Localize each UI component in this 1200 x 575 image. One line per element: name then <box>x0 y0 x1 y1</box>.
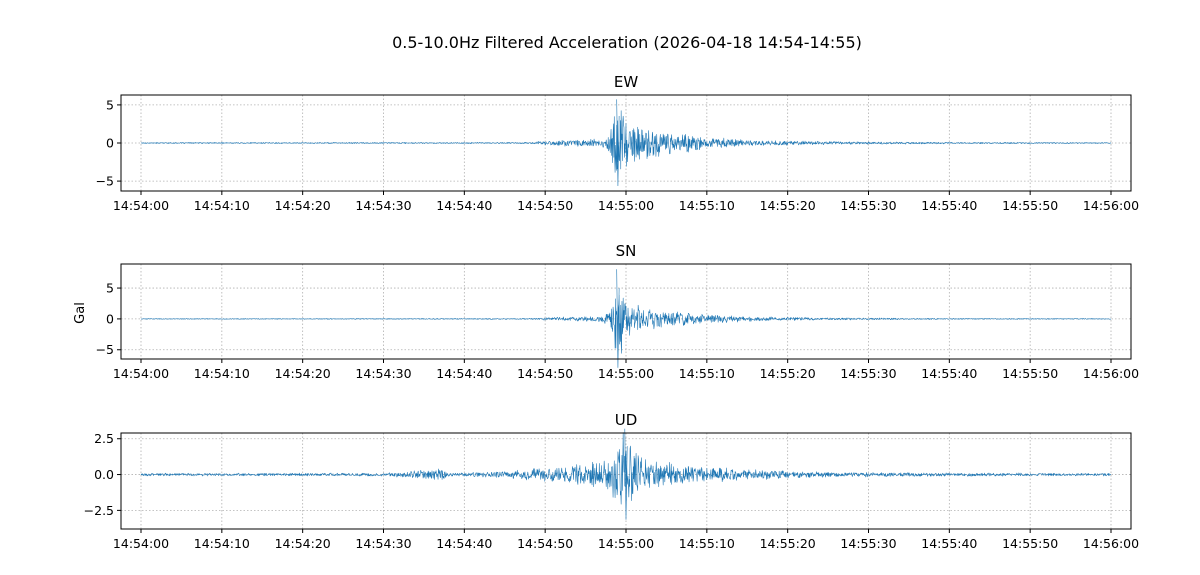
x-tick-label: 14:55:00 <box>598 198 654 213</box>
panel-title: UD <box>615 411 638 429</box>
y-tick-label: 0 <box>106 311 114 326</box>
x-tick-label: 14:54:40 <box>436 198 492 213</box>
x-tick-label: 14:55:40 <box>921 366 977 381</box>
x-tick-label: 14:54:00 <box>113 198 169 213</box>
y-tick-label: 0.0 <box>94 467 114 482</box>
x-tick-label: 14:55:30 <box>840 366 896 381</box>
x-tick-label: 14:55:50 <box>1002 198 1058 213</box>
y-tick-label: −2.5 <box>84 503 114 518</box>
y-tick-label: −5 <box>96 174 114 189</box>
x-tick-label: 14:54:20 <box>275 198 331 213</box>
x-tick-label: 14:56:00 <box>1083 198 1139 213</box>
panel-sn: SN 14:54:00 14:54:10 14:54:20 14:54:30 14:54:… <box>96 242 1140 381</box>
x-tick-label: 14:55:00 <box>598 366 654 381</box>
x-tick-label: 14:55:30 <box>840 198 896 213</box>
x-tick-label: 14:55:40 <box>921 536 977 551</box>
x-tick-label: 14:55:50 <box>1002 366 1058 381</box>
x-tick-label: 14:55:20 <box>760 536 816 551</box>
x-tick-label: 14:56:00 <box>1083 366 1139 381</box>
panel-ew: EW 14:54:00 14:54:10 14:54:20 14:54:30 14:54:… <box>96 73 1140 213</box>
x-tick-label: 14:54:50 <box>517 536 573 551</box>
x-tick-label: 14:55:10 <box>679 536 735 551</box>
x-tick-label: 14:54:30 <box>355 366 411 381</box>
x-tick-label: 14:55:20 <box>760 366 816 381</box>
figure-title: 0.5-10.0Hz Filtered Acceleration (2026-0… <box>392 33 862 52</box>
x-tick-label: 14:55:50 <box>1002 536 1058 551</box>
waveform-series <box>140 99 1112 186</box>
x-tick-label: 14:54:10 <box>194 536 250 551</box>
x-tick-label: 14:54:10 <box>194 198 250 213</box>
x-tick-label: 14:54:40 <box>436 536 492 551</box>
panel-ud: UD 14:54:00 14:54:10 14:54:20 14:54:30 14:54:… <box>84 411 1139 551</box>
x-tick-label: 14:55:40 <box>921 198 977 213</box>
x-tick-label: 14:55:10 <box>679 198 735 213</box>
y-tick-label: 0 <box>106 136 114 151</box>
x-tick-label: 14:54:30 <box>355 536 411 551</box>
x-tick-label: 14:54:40 <box>436 366 492 381</box>
x-tick-label: 14:54:50 <box>517 366 573 381</box>
y-tick-label: 5 <box>106 281 114 296</box>
y-tick-label: 5 <box>106 97 114 112</box>
y-tick-label: −5 <box>96 342 114 357</box>
x-tick-label: 14:56:00 <box>1083 536 1139 551</box>
x-tick-label: 14:54:10 <box>194 366 250 381</box>
x-tick-label: 14:55:20 <box>760 198 816 213</box>
waveform-series <box>140 428 1112 520</box>
y-tick-label: 2.5 <box>94 431 114 446</box>
panel-title: SN <box>616 242 637 260</box>
y-axis-label: Gal <box>73 302 88 324</box>
x-tick-label: 14:54:00 <box>113 536 169 551</box>
waveform-series <box>140 269 1112 368</box>
x-tick-label: 14:54:00 <box>113 366 169 381</box>
x-tick-label: 14:54:50 <box>517 198 573 213</box>
x-tick-label: 14:54:20 <box>275 366 331 381</box>
panels: EW 14:54:00 14:54:10 14:54:20 14:54:30 14:54:… <box>84 73 1139 551</box>
x-tick-label: 14:54:20 <box>275 536 331 551</box>
x-tick-label: 14:54:30 <box>355 198 411 213</box>
x-tick-label: 14:55:30 <box>840 536 896 551</box>
x-tick-label: 14:55:00 <box>598 536 654 551</box>
panel-title: EW <box>614 73 638 91</box>
x-tick-label: 14:55:10 <box>679 366 735 381</box>
